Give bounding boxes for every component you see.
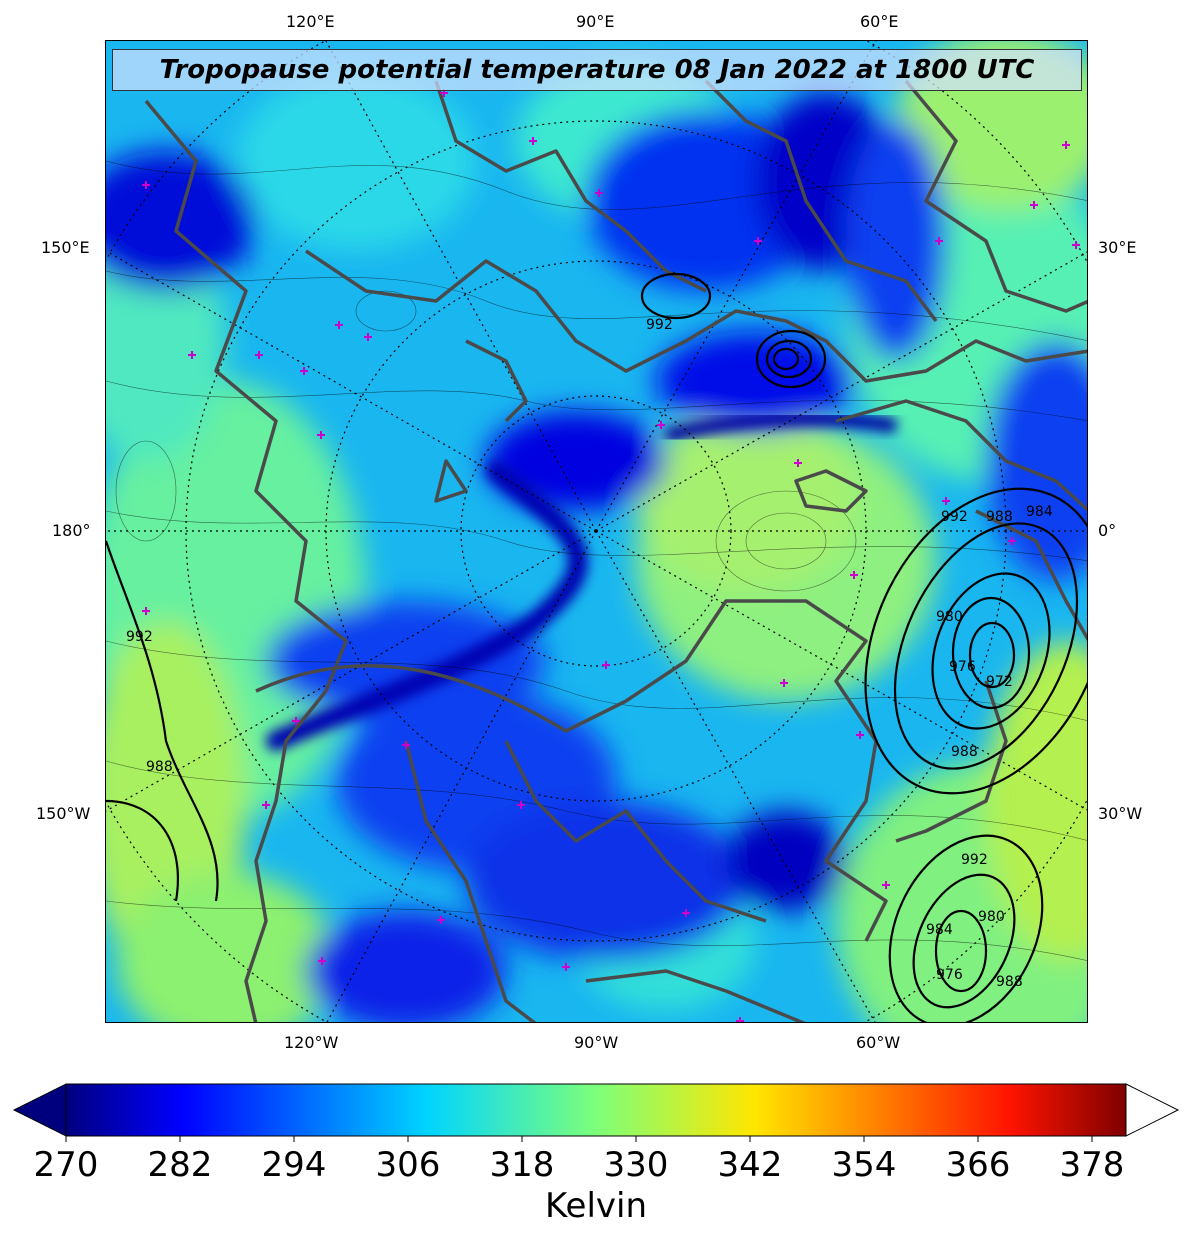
pressure-label: 984: [1026, 504, 1053, 520]
pressure-label: 992: [941, 509, 968, 525]
pressure-label: 988: [986, 509, 1013, 525]
pressure-contour-labels: 992 992 988 984 980 976 972 988 988 992 …: [126, 317, 1053, 990]
colorbar-tick-label: 318: [489, 1145, 555, 1185]
pressure-label: 992: [646, 317, 673, 333]
map-title: Tropopause potential temperature 08 Jan …: [112, 49, 1082, 91]
lon-label-left: 180°: [52, 521, 91, 540]
lon-label-left: 150°W: [36, 804, 91, 823]
lon-label-top: 120°E: [286, 12, 335, 31]
lon-label-bottom: 90°W: [574, 1033, 619, 1052]
pressure-label: 980: [978, 909, 1005, 925]
pressure-label: 980: [936, 609, 963, 625]
colorbar-tick-marks: [65, 1136, 1093, 1142]
colorbar-lower-extend: [12, 1083, 67, 1137]
map-canvas: 992 992 988 984 980 976 972 988 988 992 …: [106, 41, 1087, 1022]
colorbar-upper-extend: [1125, 1083, 1180, 1137]
lon-label-right: 30°W: [1098, 804, 1143, 823]
lon-label-top: 60°E: [860, 12, 899, 31]
pressure-label: 988: [146, 759, 173, 775]
pressure-label: 984: [926, 922, 953, 938]
colorbar-tick-label: 282: [147, 1145, 213, 1185]
colorbar-tick-label: 366: [945, 1145, 1011, 1185]
lon-label-bottom: 60°W: [856, 1033, 901, 1052]
lon-label-right: 0°: [1098, 521, 1117, 540]
pressure-label: 988: [996, 974, 1023, 990]
colorbar-gradient: [65, 1083, 1127, 1137]
lon-label-bottom: 120°W: [284, 1033, 339, 1052]
lon-label-right: 30°E: [1098, 238, 1137, 257]
lon-label-left: 150°E: [41, 238, 90, 257]
colorbar-tick-label: 294: [261, 1145, 327, 1185]
pressure-contours: [106, 272, 1087, 1022]
station-markers: [142, 67, 1080, 1022]
colorbar-tick-label: 270: [33, 1145, 99, 1185]
colorbar-tick-label: 378: [1059, 1145, 1125, 1185]
map-panel: 992 992 988 984 980 976 972 988 988 992 …: [105, 40, 1088, 1023]
colorbar: [12, 1083, 1180, 1142]
lon-label-top: 90°E: [576, 12, 615, 31]
colorbar-tick-label: 354: [831, 1145, 897, 1185]
pressure-label: 992: [126, 629, 153, 645]
coastlines: [144, 79, 1087, 1022]
isentrope-lines: [106, 160, 1087, 961]
pressure-label: 976: [949, 659, 976, 675]
pressure-label: 972: [986, 674, 1013, 690]
colorbar-tick-label: 330: [603, 1145, 669, 1185]
pressure-label: 988: [951, 744, 978, 760]
pressure-label: 976: [936, 967, 963, 983]
colorbar-label: Kelvin: [544, 1186, 648, 1226]
colorbar-tick-label: 342: [717, 1145, 783, 1185]
pressure-label: 992: [961, 852, 988, 868]
colorbar-tick-label: 306: [375, 1145, 441, 1185]
